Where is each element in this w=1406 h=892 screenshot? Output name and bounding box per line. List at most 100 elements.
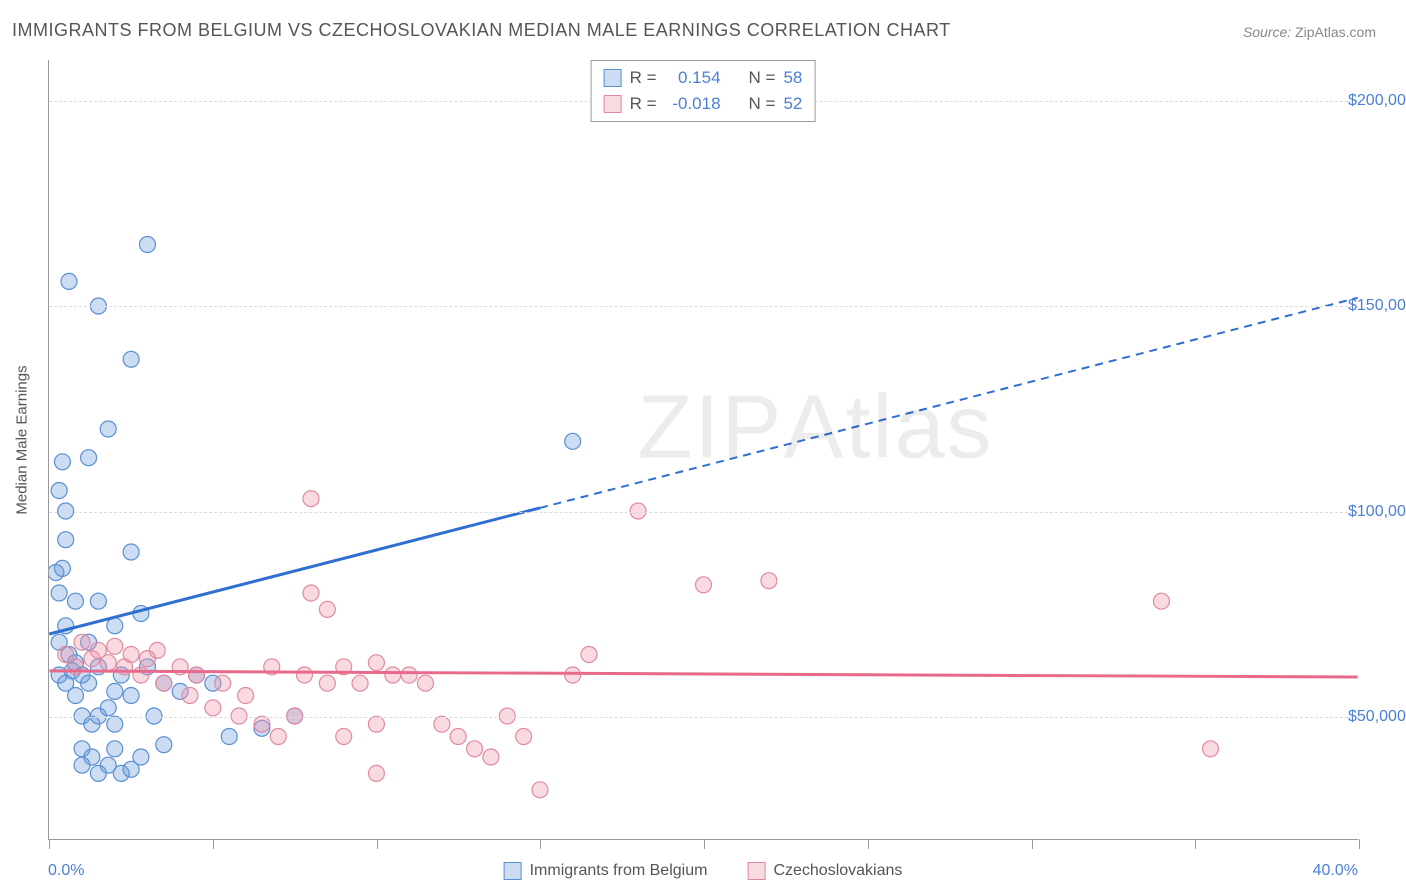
- n-value-czech: 52: [783, 91, 802, 117]
- data-point-czech: [133, 667, 149, 683]
- data-point-czech: [205, 700, 221, 716]
- r-value-czech: -0.018: [665, 91, 721, 117]
- data-point-czech: [156, 675, 172, 691]
- data-point-belgium: [68, 593, 84, 609]
- data-point-belgium: [107, 683, 123, 699]
- gridline: [49, 306, 1358, 307]
- data-point-czech: [149, 642, 165, 658]
- y-tick-label: $100,000: [1348, 503, 1406, 521]
- legend-bottom: Immigrants from Belgium Czechoslovakians: [504, 862, 903, 880]
- data-point-czech: [417, 675, 433, 691]
- y-tick-label: $150,000: [1348, 297, 1406, 315]
- swatch-belgium: [604, 69, 622, 87]
- data-point-czech: [581, 647, 597, 663]
- data-point-czech: [182, 688, 198, 704]
- data-point-czech: [696, 577, 712, 593]
- gridline: [49, 512, 1358, 513]
- data-point-belgium: [74, 757, 90, 773]
- x-tick: [213, 839, 214, 849]
- data-point-czech: [319, 675, 335, 691]
- source-name: ZipAtlas.com: [1295, 24, 1376, 40]
- data-point-czech: [368, 765, 384, 781]
- data-point-belgium: [565, 433, 581, 449]
- data-point-belgium: [107, 716, 123, 732]
- data-point-belgium: [58, 532, 74, 548]
- data-point-czech: [270, 729, 286, 745]
- data-point-czech: [761, 573, 777, 589]
- n-value-belgium: 58: [783, 65, 802, 91]
- data-point-belgium: [81, 450, 97, 466]
- legend-label-belgium: Immigrants from Belgium: [530, 862, 708, 880]
- data-point-czech: [336, 729, 352, 745]
- data-point-czech: [450, 729, 466, 745]
- data-point-czech: [565, 667, 581, 683]
- stats-row-belgium: R = 0.154 N = 58: [604, 65, 803, 91]
- data-point-belgium: [107, 618, 123, 634]
- n-label: N =: [749, 65, 776, 91]
- x-tick: [540, 839, 541, 849]
- legend-item-belgium: Immigrants from Belgium: [504, 862, 708, 880]
- data-point-belgium: [51, 585, 67, 601]
- x-tick: [1032, 839, 1033, 849]
- data-point-belgium: [68, 688, 84, 704]
- data-point-czech: [516, 729, 532, 745]
- data-point-czech: [303, 491, 319, 507]
- y-tick-label: $50,000: [1348, 708, 1406, 726]
- data-point-belgium: [156, 737, 172, 753]
- data-point-czech: [352, 675, 368, 691]
- trendline-belgium-extrapolated: [540, 298, 1358, 508]
- data-point-czech: [303, 585, 319, 601]
- chart-svg: [49, 60, 1358, 839]
- data-point-belgium: [100, 700, 116, 716]
- data-point-belgium: [123, 351, 139, 367]
- data-point-czech: [368, 716, 384, 732]
- data-point-czech: [107, 638, 123, 654]
- data-point-belgium: [54, 560, 70, 576]
- data-point-belgium: [123, 544, 139, 560]
- x-tick: [1359, 839, 1360, 849]
- data-point-czech: [401, 667, 417, 683]
- data-point-belgium: [139, 237, 155, 253]
- data-point-belgium: [133, 749, 149, 765]
- data-point-czech: [123, 647, 139, 663]
- r-label: R =: [630, 91, 657, 117]
- data-point-czech: [254, 716, 270, 732]
- data-point-czech: [319, 601, 335, 617]
- x-tick: [49, 839, 50, 849]
- legend-swatch-czech: [747, 862, 765, 880]
- x-tick: [704, 839, 705, 849]
- legend-item-czech: Czechoslovakians: [747, 862, 902, 880]
- data-point-belgium: [51, 483, 67, 499]
- data-point-czech: [1153, 593, 1169, 609]
- data-point-belgium: [61, 273, 77, 289]
- data-point-czech: [296, 667, 312, 683]
- x-tick: [1195, 839, 1196, 849]
- legend-swatch-belgium: [504, 862, 522, 880]
- plot-area: $50,000$100,000$150,000$200,000: [48, 60, 1358, 840]
- data-point-czech: [189, 667, 205, 683]
- chart-title: IMMIGRANTS FROM BELGIUM VS CZECHOSLOVAKI…: [12, 20, 951, 41]
- n-label: N =: [749, 91, 776, 117]
- y-axis-title: Median Male Earnings: [14, 365, 31, 514]
- x-tick: [377, 839, 378, 849]
- data-point-czech: [238, 688, 254, 704]
- stats-row-czech: R = -0.018 N = 52: [604, 91, 803, 117]
- data-point-czech: [100, 655, 116, 671]
- trendline-czech: [49, 671, 1357, 677]
- data-point-belgium: [107, 741, 123, 757]
- data-point-belgium: [221, 729, 237, 745]
- y-tick-label: $200,000: [1348, 92, 1406, 110]
- x-axis-min-label: 0.0%: [48, 862, 84, 880]
- swatch-czech: [604, 95, 622, 113]
- data-point-czech: [385, 667, 401, 683]
- r-label: R =: [630, 65, 657, 91]
- gridline: [49, 717, 1358, 718]
- data-point-czech: [368, 655, 384, 671]
- data-point-czech: [74, 634, 90, 650]
- data-point-czech: [215, 675, 231, 691]
- data-point-belgium: [123, 688, 139, 704]
- r-value-belgium: 0.154: [665, 65, 721, 91]
- legend-label-czech: Czechoslovakians: [773, 862, 902, 880]
- data-point-czech: [434, 716, 450, 732]
- correlation-stats-box: R = 0.154 N = 58 R = -0.018 N = 52: [591, 60, 816, 122]
